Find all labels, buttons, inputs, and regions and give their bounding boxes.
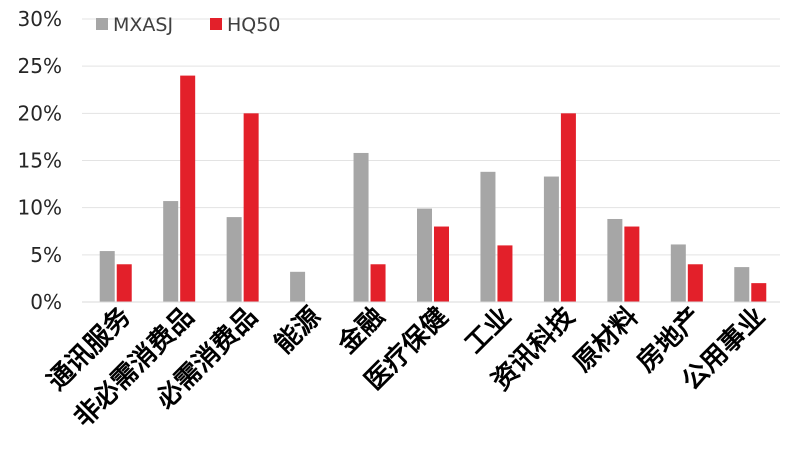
bar-hq50 [497, 245, 513, 302]
y-tick-label: 20% [18, 101, 62, 125]
bar-mxasj [163, 201, 179, 302]
legend-label: MXASJ [113, 14, 173, 36]
bar-mxasj [290, 271, 306, 302]
bar-mxasj [734, 267, 750, 302]
bar-hq50 [370, 264, 386, 302]
y-tick-label: 10% [18, 196, 62, 220]
bar-mxasj [226, 217, 242, 302]
y-tick-label: 30% [18, 7, 62, 31]
y-axis-ticks: 0% 5% 10% 15% 20% 25% 30% [18, 7, 62, 314]
bar-mxasj [480, 171, 496, 302]
bar-mxasj [607, 218, 623, 302]
legend-label: HQ50 [227, 14, 280, 36]
bar-hq50 [560, 113, 576, 302]
bar-mxasj [417, 208, 432, 302]
x-tick-label: 原材料 [568, 302, 644, 378]
bar-hq50 [624, 226, 640, 302]
x-tick-label: 工业 [459, 302, 517, 360]
bar-mxasj [543, 176, 559, 302]
bar-mxasj [99, 251, 115, 302]
bar-hq50 [687, 264, 703, 302]
y-tick-label: 25% [18, 54, 62, 78]
y-tick-label: 5% [30, 243, 62, 267]
legend-swatch [96, 18, 108, 30]
bar-hq50 [434, 226, 449, 302]
legend-swatch [210, 18, 222, 30]
gridlines [82, 18, 780, 256]
y-tick-label: 15% [18, 149, 62, 173]
bar-hq50 [751, 283, 767, 302]
bar-hq50 [116, 264, 132, 302]
bar-mxasj [353, 152, 369, 302]
bars [99, 75, 767, 302]
bar-mxasj [670, 244, 686, 302]
x-tick-label: 能源 [268, 301, 327, 360]
bar-hq50 [180, 75, 196, 302]
y-tick-label: 0% [30, 290, 62, 314]
bar-hq50 [243, 113, 259, 302]
legend: MXASJ HQ50 [96, 14, 280, 36]
